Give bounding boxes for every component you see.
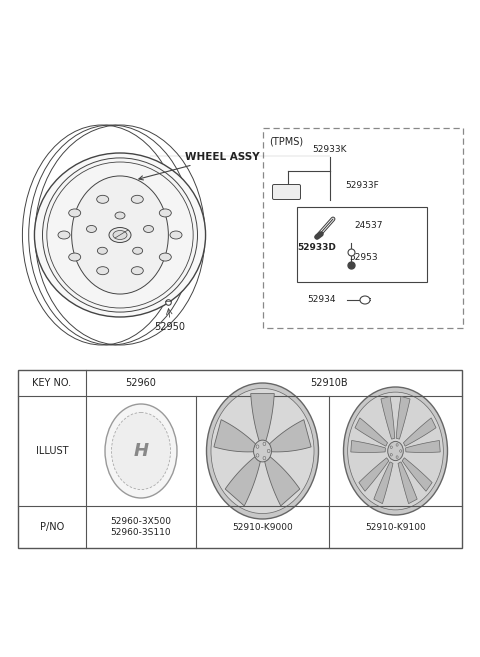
Ellipse shape <box>69 209 81 217</box>
Ellipse shape <box>96 267 108 275</box>
Ellipse shape <box>96 195 108 203</box>
Ellipse shape <box>253 440 272 462</box>
Ellipse shape <box>111 413 170 489</box>
Text: (TPMS): (TPMS) <box>269 136 303 146</box>
Ellipse shape <box>348 392 444 510</box>
Ellipse shape <box>360 296 370 304</box>
Ellipse shape <box>58 231 70 239</box>
Text: 52950: 52950 <box>155 322 185 332</box>
Polygon shape <box>225 457 260 506</box>
Ellipse shape <box>97 247 108 254</box>
Text: 52933F: 52933F <box>345 181 379 191</box>
Ellipse shape <box>390 446 392 449</box>
Polygon shape <box>406 440 440 453</box>
Ellipse shape <box>69 253 81 261</box>
Ellipse shape <box>113 231 127 240</box>
Ellipse shape <box>388 442 403 461</box>
Ellipse shape <box>256 445 259 448</box>
Text: H: H <box>133 442 149 460</box>
Ellipse shape <box>132 247 143 254</box>
Ellipse shape <box>206 383 319 519</box>
Ellipse shape <box>263 442 266 445</box>
Ellipse shape <box>390 453 392 456</box>
Text: 52960-3X500
52960-3S110: 52960-3X500 52960-3S110 <box>110 516 171 537</box>
Polygon shape <box>396 396 410 439</box>
Ellipse shape <box>263 457 266 460</box>
Ellipse shape <box>396 456 398 459</box>
Bar <box>297 207 427 282</box>
Ellipse shape <box>105 404 177 498</box>
Ellipse shape <box>344 387 447 515</box>
Polygon shape <box>269 420 311 452</box>
Ellipse shape <box>43 158 197 312</box>
Polygon shape <box>214 420 256 452</box>
Polygon shape <box>355 418 387 446</box>
Ellipse shape <box>144 225 154 233</box>
Ellipse shape <box>159 253 171 261</box>
Text: ILLUST: ILLUST <box>36 446 68 456</box>
Text: 52910-K9100: 52910-K9100 <box>365 522 426 532</box>
Ellipse shape <box>109 227 131 242</box>
Polygon shape <box>351 440 385 453</box>
Ellipse shape <box>132 195 144 203</box>
FancyBboxPatch shape <box>273 185 300 200</box>
Polygon shape <box>251 394 274 441</box>
Polygon shape <box>381 396 395 439</box>
Text: 52933D: 52933D <box>297 242 336 252</box>
Text: 52953: 52953 <box>349 254 378 263</box>
Ellipse shape <box>211 388 314 514</box>
Ellipse shape <box>86 225 96 233</box>
Polygon shape <box>404 418 436 446</box>
Text: P/NO: P/NO <box>40 522 64 532</box>
Polygon shape <box>264 457 300 506</box>
Ellipse shape <box>35 153 205 317</box>
Text: 52910B: 52910B <box>310 378 348 388</box>
Ellipse shape <box>256 454 259 457</box>
Bar <box>18 370 462 548</box>
Ellipse shape <box>400 450 402 452</box>
Text: 52960: 52960 <box>126 378 156 388</box>
Text: WHEEL ASSY: WHEEL ASSY <box>139 152 260 180</box>
Ellipse shape <box>170 231 182 239</box>
Text: 52910-K9000: 52910-K9000 <box>232 522 293 532</box>
Text: 52934: 52934 <box>307 296 336 304</box>
Ellipse shape <box>132 267 144 275</box>
Text: 24537: 24537 <box>354 221 383 229</box>
Text: KEY NO.: KEY NO. <box>33 378 72 388</box>
Polygon shape <box>398 462 417 504</box>
Ellipse shape <box>159 209 171 217</box>
Polygon shape <box>374 462 393 504</box>
Ellipse shape <box>396 443 398 446</box>
Ellipse shape <box>115 212 125 219</box>
Polygon shape <box>402 458 432 491</box>
Ellipse shape <box>267 449 270 453</box>
Text: 52933K: 52933K <box>313 145 347 154</box>
Polygon shape <box>359 458 389 491</box>
Ellipse shape <box>72 176 168 294</box>
